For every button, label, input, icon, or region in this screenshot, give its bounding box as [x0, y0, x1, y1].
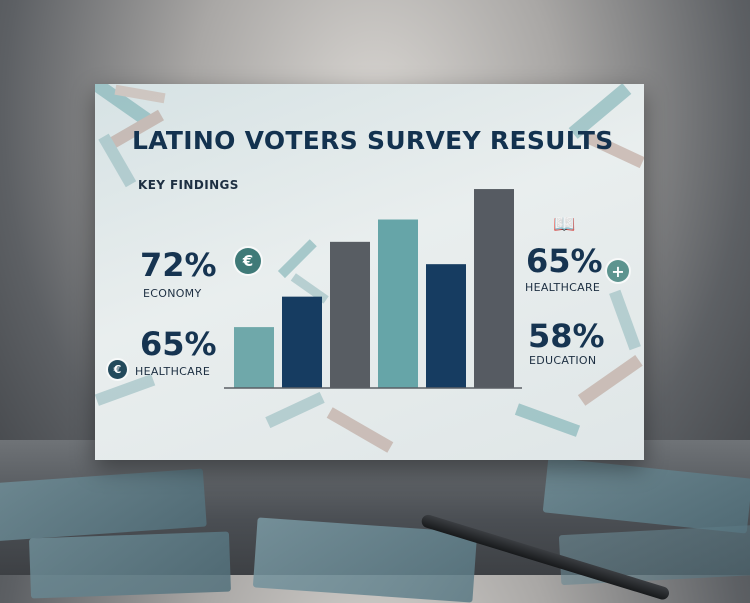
stat-value-economy: 72%: [140, 246, 217, 284]
desk-paper: [29, 531, 231, 599]
chart-subtitle: KEY FINDINGS: [138, 178, 239, 192]
euro-icon: €: [108, 360, 127, 379]
bar-3: [330, 241, 370, 388]
stat-value-education: 58%: [528, 317, 605, 355]
bar-chart: [224, 189, 522, 389]
bar-4: [378, 219, 418, 388]
chart-title: LATINO VOTERS SURVEY RESULTS: [132, 126, 614, 155]
survey-poster: LATINO VOTERS SURVEY RESULTS KEY FINDING…: [95, 84, 644, 460]
stat-value-healthcare-left: 65%: [140, 325, 217, 363]
bar-6: [474, 189, 514, 388]
bar-5: [426, 264, 466, 388]
plus-icon: +: [607, 260, 629, 282]
stat-value-healthcare-right: 65%: [526, 242, 603, 280]
book-icon: 📖: [553, 214, 576, 235]
bar-1: [234, 327, 274, 388]
stat-label-healthcare-right: HEALTHCARE: [525, 281, 601, 294]
bar-2: [282, 296, 322, 388]
stat-label-education: EDUCATION: [529, 354, 597, 367]
euro-icon: €: [235, 248, 261, 274]
stat-label-healthcare-left: HEALTHCARE: [135, 365, 211, 378]
poster-background-pattern: [95, 84, 644, 453]
stat-label-economy: ECONOMY: [143, 287, 202, 300]
